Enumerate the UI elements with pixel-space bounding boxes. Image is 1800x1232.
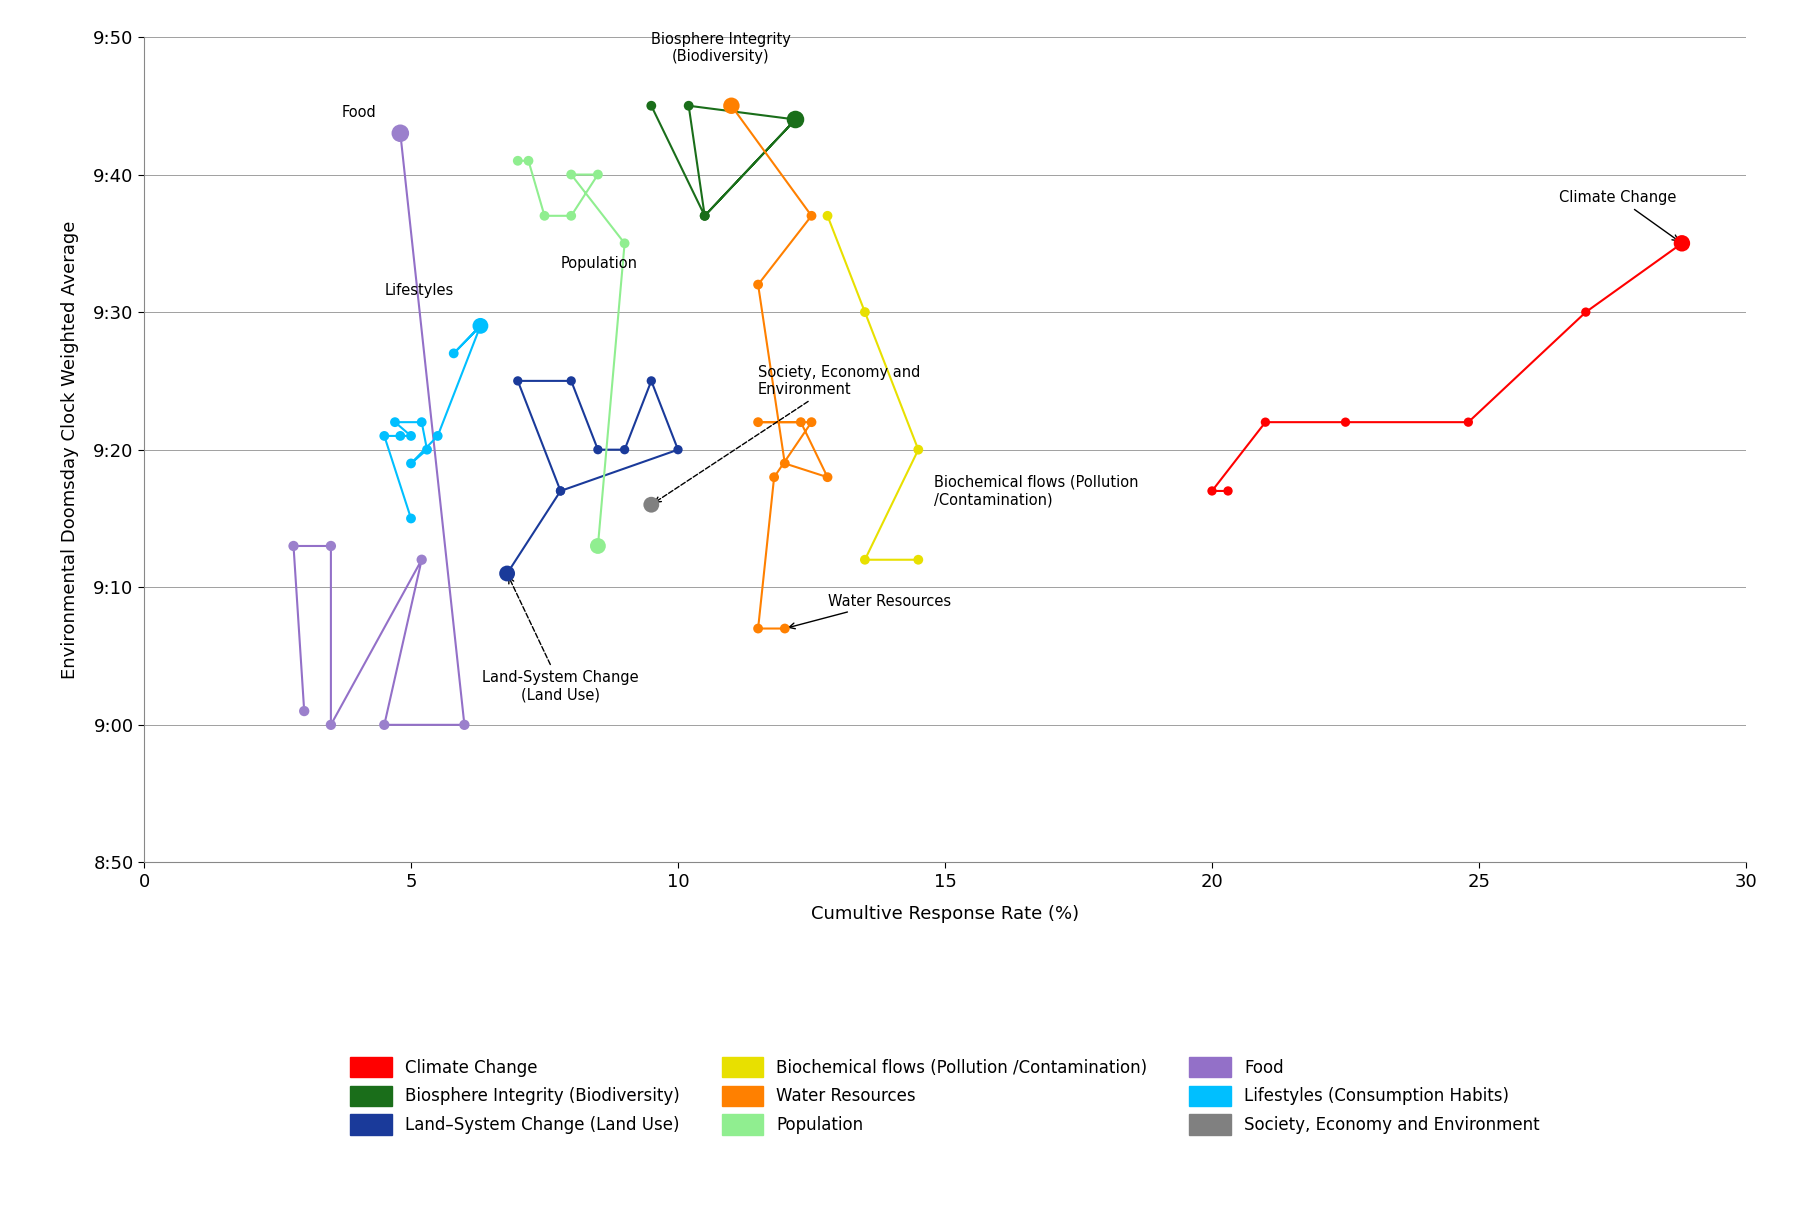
Point — [423, 426, 452, 446]
Point — [743, 413, 772, 432]
Text: Society, Economy and
Environment: Society, Economy and Environment — [655, 365, 920, 503]
Point — [610, 233, 639, 253]
Text: Land-System Change
(Land Use): Land-System Change (Land Use) — [482, 578, 639, 702]
Point — [743, 275, 772, 294]
Point — [814, 206, 842, 225]
Point — [583, 165, 612, 185]
Point — [369, 715, 398, 734]
Point — [770, 618, 799, 638]
Point — [290, 701, 319, 721]
Point — [850, 302, 878, 322]
Point — [385, 426, 414, 446]
Point — [504, 150, 533, 170]
Point — [904, 440, 932, 460]
Point — [760, 467, 788, 487]
Point — [385, 123, 414, 143]
Point — [689, 206, 718, 225]
Point — [787, 413, 815, 432]
Point — [545, 482, 574, 501]
Point — [637, 96, 666, 116]
Point — [675, 96, 704, 116]
Point — [814, 467, 842, 487]
Point — [637, 371, 666, 391]
Point — [781, 110, 810, 129]
Point — [716, 96, 745, 116]
Point — [317, 715, 346, 734]
Point — [1454, 413, 1483, 432]
Legend: Climate Change, Biosphere Integrity (Biodiversity), Land–System Change (Land Use: Climate Change, Biosphere Integrity (Bio… — [333, 1040, 1557, 1151]
Text: Lifestyles: Lifestyles — [383, 283, 454, 298]
Point — [369, 426, 398, 446]
Text: Biosphere Integrity
(Biodiversity): Biosphere Integrity (Biodiversity) — [652, 32, 790, 64]
Point — [466, 317, 495, 336]
Point — [396, 426, 425, 446]
Point — [439, 344, 468, 363]
Point — [583, 536, 612, 556]
Point — [583, 440, 612, 460]
Point — [493, 564, 522, 584]
Text: Food: Food — [342, 105, 376, 120]
Point — [529, 206, 558, 225]
Point — [556, 206, 585, 225]
Point — [317, 536, 346, 556]
Point — [1571, 302, 1600, 322]
Point — [450, 715, 479, 734]
Point — [279, 536, 308, 556]
Text: Water Resources: Water Resources — [788, 594, 950, 628]
Point — [1213, 482, 1242, 501]
Point — [412, 440, 441, 460]
Point — [396, 509, 425, 529]
Text: Climate Change: Climate Change — [1559, 190, 1678, 240]
Text: Biochemical flows (Pollution
/Contamination): Biochemical flows (Pollution /Contaminat… — [934, 474, 1139, 508]
Point — [1251, 413, 1280, 432]
Point — [850, 549, 878, 569]
Point — [797, 413, 826, 432]
Point — [904, 549, 932, 569]
Point — [664, 440, 693, 460]
Text: Population: Population — [560, 256, 637, 271]
Point — [380, 413, 409, 432]
Point — [743, 618, 772, 638]
Point — [515, 150, 544, 170]
Point — [637, 495, 666, 515]
Point — [797, 206, 826, 225]
Point — [504, 371, 533, 391]
Point — [1667, 233, 1696, 253]
Point — [610, 440, 639, 460]
Point — [407, 413, 436, 432]
Point — [781, 110, 810, 129]
Point — [396, 453, 425, 473]
Point — [770, 453, 799, 473]
X-axis label: Cumultive Response Rate (%): Cumultive Response Rate (%) — [812, 904, 1078, 923]
Point — [466, 317, 495, 336]
Point — [689, 206, 718, 225]
Point — [407, 549, 436, 569]
Point — [1197, 482, 1226, 501]
Point — [556, 165, 585, 185]
Point — [556, 371, 585, 391]
Y-axis label: Environmental Doomsday Clock Weighted Average: Environmental Doomsday Clock Weighted Av… — [61, 221, 79, 679]
Point — [545, 482, 574, 501]
Point — [1332, 413, 1361, 432]
